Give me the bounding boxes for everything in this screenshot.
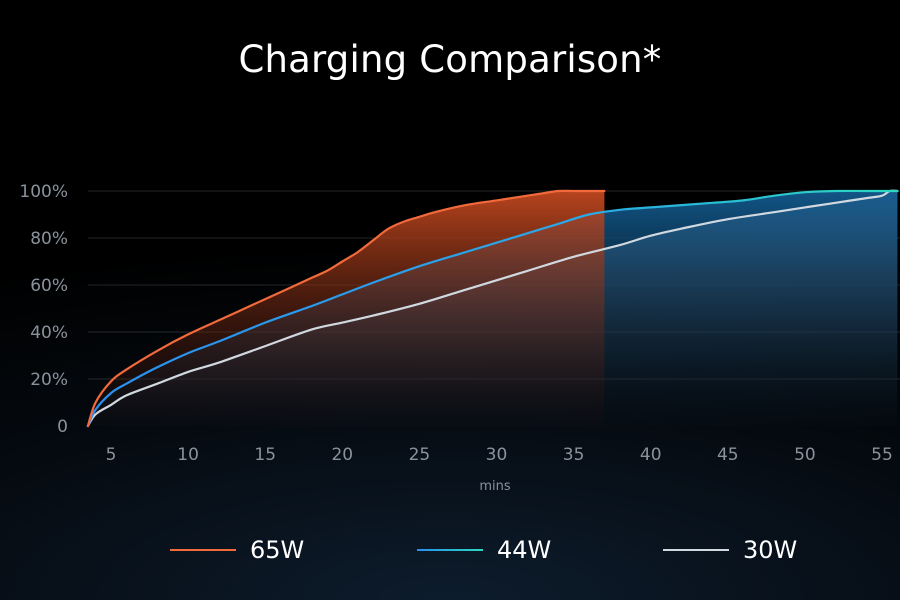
x-tick-label-50: 50 (794, 445, 816, 465)
x-tick-label-25: 25 (409, 445, 431, 465)
x-tick-label-40: 40 (640, 445, 662, 465)
x-tick-label-15: 15 (254, 445, 276, 465)
x-tick-label-30: 30 (486, 445, 508, 465)
y-tick-label-20: 20% (30, 370, 68, 390)
area-65w (87, 190, 605, 426)
legend: 65W 44W 30W (0, 530, 900, 570)
x-tick-label-20: 20 (331, 445, 353, 465)
x-axis-label: mins (479, 479, 511, 494)
line-layer (86, 189, 899, 428)
legend-label-65w: 65W (250, 536, 305, 564)
chart-title: Charging Comparison* (238, 38, 662, 81)
x-tick-label-35: 35 (563, 445, 585, 465)
legend-item-44w: 44W (417, 530, 551, 570)
legend-swatch-44w (417, 549, 483, 551)
legend-item-65w: 65W (170, 530, 304, 570)
tick-layer: 0 20% 40% 60% 80% 100% 5 10 15 20 25 30 35 40 45 50 55 (19, 182, 892, 465)
x-tick-label-5: 5 (106, 445, 117, 465)
line-44w (86, 189, 899, 428)
y-tick-label-100: 100% (19, 182, 68, 202)
legend-label-30w: 30W (743, 536, 798, 564)
y-tick-label-80: 80% (30, 229, 68, 249)
y-tick-label-60: 60% (30, 276, 68, 296)
line-30w (86, 189, 899, 428)
x-tick-label-55: 55 (871, 445, 893, 465)
y-tick-label-0: 0 (57, 417, 68, 437)
legend-swatch-30w (663, 549, 729, 551)
line-65w (86, 189, 606, 428)
area-layer (87, 190, 898, 426)
x-tick-label-45: 45 (717, 445, 739, 465)
y-tick-label-40: 40% (30, 323, 68, 343)
legend-swatch-65w (170, 549, 236, 551)
x-tick-label-10: 10 (177, 445, 199, 465)
legend-item-30w: 30W (663, 530, 797, 570)
legend-label-44w: 44W (497, 536, 552, 564)
